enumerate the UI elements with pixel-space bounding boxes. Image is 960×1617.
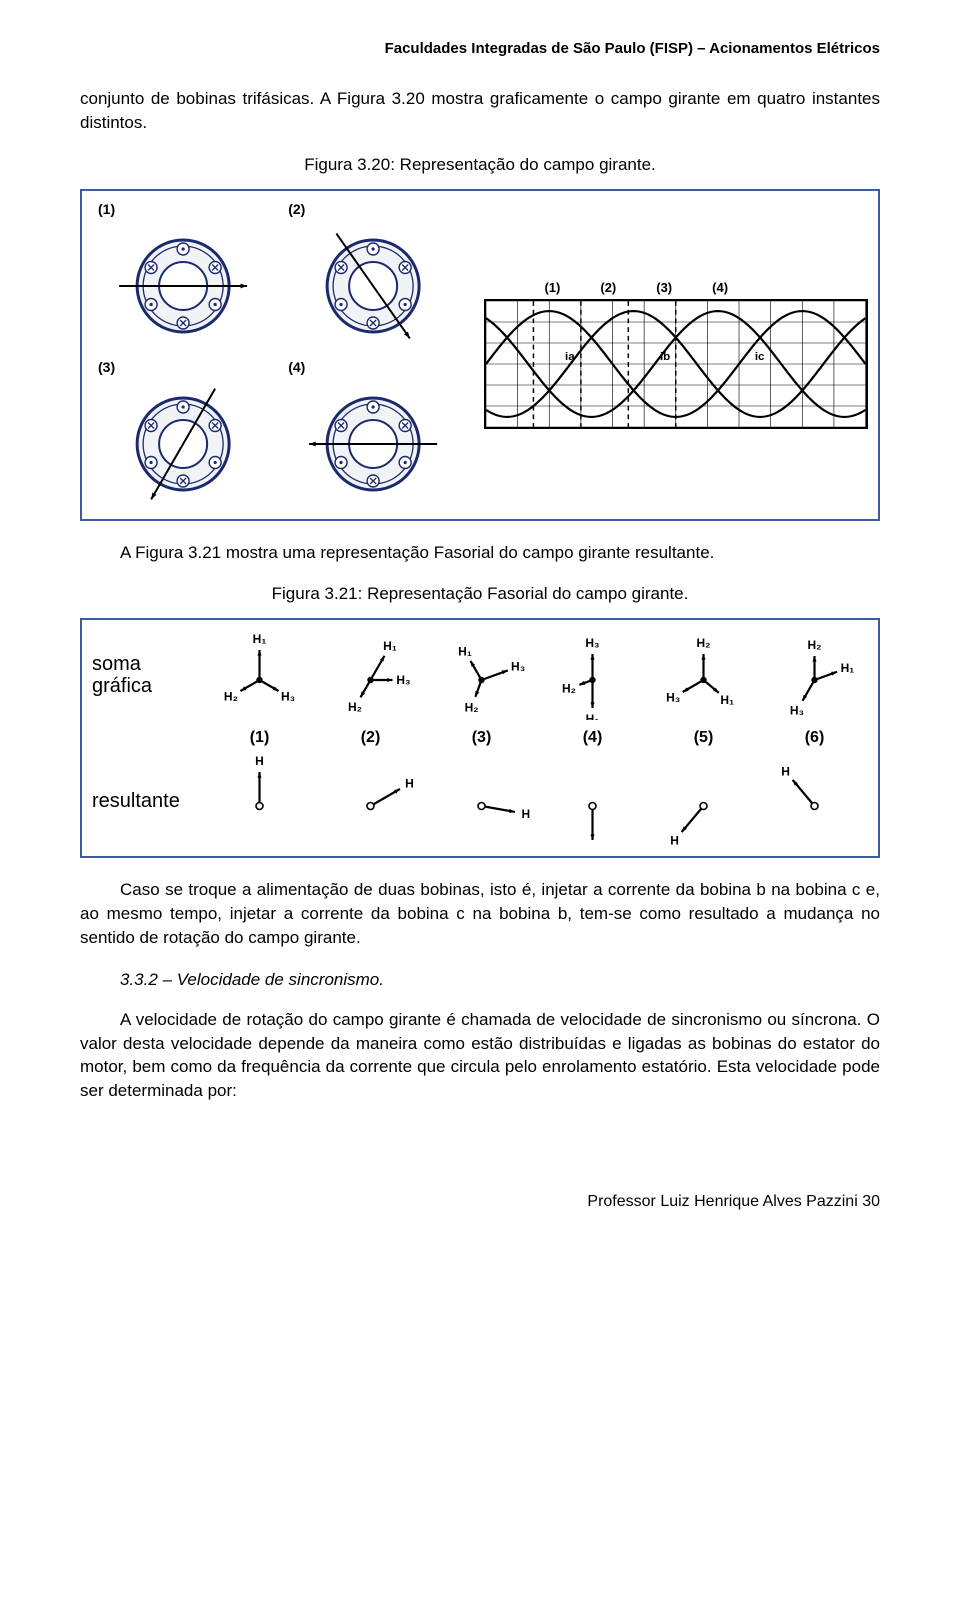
svg-text:H₃: H₃: [396, 673, 410, 687]
rotor-label: (4): [288, 359, 305, 375]
svg-text:H₂: H₂: [697, 636, 711, 650]
rotor-instant: (2): [282, 201, 464, 351]
svg-text:H₃: H₃: [666, 691, 680, 705]
figure-321: soma gráficaH₁H₂H₃H₁H₂H₃H₁H₃H₂H₃H₁H₂H₂H₃…: [92, 630, 868, 846]
svg-text:H₂: H₂: [808, 638, 822, 652]
wave-instant-label: (1): [544, 280, 560, 295]
wave-instant-label: (4): [712, 280, 728, 295]
fig320-rotors-grid: (1) (2) (3) (4): [92, 201, 464, 509]
rotor-label: (3): [98, 359, 115, 375]
rotor-label: (2): [288, 201, 305, 217]
rotor-svg: [92, 359, 274, 509]
section-heading-332: 3.3.2 – Velocidade de sincronismo.: [120, 970, 880, 990]
figure-320: (1) (2) (3) (4) (1) (2) (3) (4) ia ib ic: [92, 201, 868, 509]
soma-svg: H₂ H₁ H₃: [761, 630, 868, 720]
svg-text:H₃: H₃: [585, 636, 599, 650]
svg-text:ia: ia: [566, 352, 577, 363]
soma-cell: H₁ H₂ H₃: [206, 630, 313, 720]
rotor-instant: (4): [282, 359, 464, 509]
svg-text:H₁: H₁: [720, 693, 734, 707]
paragraph-2: A Figura 3.21 mostra uma representação F…: [80, 541, 880, 565]
figure-320-frame: (1) (2) (3) (4) (1) (2) (3) (4) ia ib ic: [80, 189, 880, 521]
resultant-svg: H: [761, 756, 868, 846]
resultant-svg: H: [650, 756, 757, 846]
svg-text:H₁: H₁: [841, 661, 855, 675]
soma-svg: H₁ H₂ H₃: [206, 630, 313, 720]
svg-text:H₂: H₂: [465, 701, 479, 715]
soma-cell: H₂ H₁ H₃: [761, 630, 868, 720]
svg-text:H₁: H₁: [586, 712, 600, 720]
resultante-cell: H: [539, 756, 646, 846]
svg-text:H₁: H₁: [383, 640, 397, 654]
svg-text:H₃: H₃: [511, 660, 525, 674]
svg-text:H: H: [521, 807, 530, 821]
soma-svg: H₁ H₃ H₂: [428, 630, 535, 720]
caption-fig321: Figura 3.21: Representação Fasorial do c…: [80, 584, 880, 604]
svg-text:H₂: H₂: [348, 700, 362, 714]
svg-text:H: H: [588, 844, 597, 846]
column-number: (5): [650, 729, 757, 747]
column-number: (4): [539, 729, 646, 747]
row-label-resultante: resultante: [92, 790, 202, 812]
paragraph-3: Caso se troque a alimentação de duas bob…: [80, 878, 880, 949]
caption-fig320: Figura 3.20: Representação do campo gira…: [80, 155, 880, 175]
soma-svg: H₃ H₁ H₂: [539, 630, 646, 720]
svg-text:ic: ic: [755, 352, 765, 363]
rotor-svg: [282, 359, 464, 509]
rotor-svg: [92, 201, 274, 351]
column-number: (3): [428, 729, 535, 747]
svg-text:H₃: H₃: [790, 704, 804, 718]
svg-text:ib: ib: [660, 352, 671, 363]
rotor-label: (1): [98, 201, 115, 217]
wave-instant-label: (3): [656, 280, 672, 295]
soma-svg: H₁ H₂ H₃: [317, 630, 424, 720]
resultant-svg: H: [317, 756, 424, 846]
svg-text:H₂: H₂: [224, 690, 238, 704]
wave-instant-label: (2): [600, 280, 616, 295]
soma-cell: H₁ H₃ H₂: [428, 630, 535, 720]
resultant-svg: H: [206, 756, 313, 846]
soma-svg: H₂ H₃ H₁: [650, 630, 757, 720]
paragraph-4: A velocidade de rotação do campo girante…: [80, 1008, 880, 1103]
svg-text:H: H: [781, 765, 790, 779]
svg-text:H₃: H₃: [281, 690, 295, 704]
resultante-cell: H: [317, 756, 424, 846]
rotor-instant: (3): [92, 359, 274, 509]
svg-text:H₁: H₁: [253, 632, 267, 646]
rotor-instant: (1): [92, 201, 274, 351]
soma-cell: H₃ H₁ H₂: [539, 630, 646, 720]
fig320-wave-svg: ia ib ic: [486, 301, 866, 427]
fig320-waveform-box: ia ib ic: [484, 299, 868, 429]
resultant-svg: H: [539, 756, 646, 846]
paragraph-1: conjunto de bobinas trifásicas. A Figura…: [80, 87, 880, 135]
soma-cell: H₁ H₂ H₃: [317, 630, 424, 720]
soma-cell: H₂ H₃ H₁: [650, 630, 757, 720]
svg-text:H: H: [405, 777, 414, 791]
column-number: (2): [317, 729, 424, 747]
rotor-svg: [282, 201, 464, 351]
resultante-cell: H: [761, 756, 868, 846]
svg-text:H₂: H₂: [562, 682, 576, 696]
resultante-cell: H: [428, 756, 535, 846]
resultant-svg: H: [428, 756, 535, 846]
resultante-cell: H: [206, 756, 313, 846]
page-header: Faculdades Integradas de São Paulo (FISP…: [80, 40, 880, 57]
svg-text:H: H: [255, 756, 264, 768]
svg-text:H: H: [670, 834, 679, 847]
fig320-waveform-panel: (1) (2) (3) (4) ia ib ic: [484, 201, 868, 509]
svg-text:H₁: H₁: [458, 645, 472, 659]
figure-321-frame: soma gráficaH₁H₂H₃H₁H₂H₃H₁H₃H₂H₃H₁H₂H₂H₃…: [80, 618, 880, 858]
fig320-instant-labels: (1) (2) (3) (4): [544, 280, 868, 295]
page-footer: Professor Luiz Henrique Alves Pazzini 30: [80, 1193, 880, 1211]
row-label-soma: soma gráfica: [92, 653, 202, 697]
column-number: (6): [761, 729, 868, 747]
column-number: (1): [206, 729, 313, 747]
resultante-cell: H: [650, 756, 757, 846]
